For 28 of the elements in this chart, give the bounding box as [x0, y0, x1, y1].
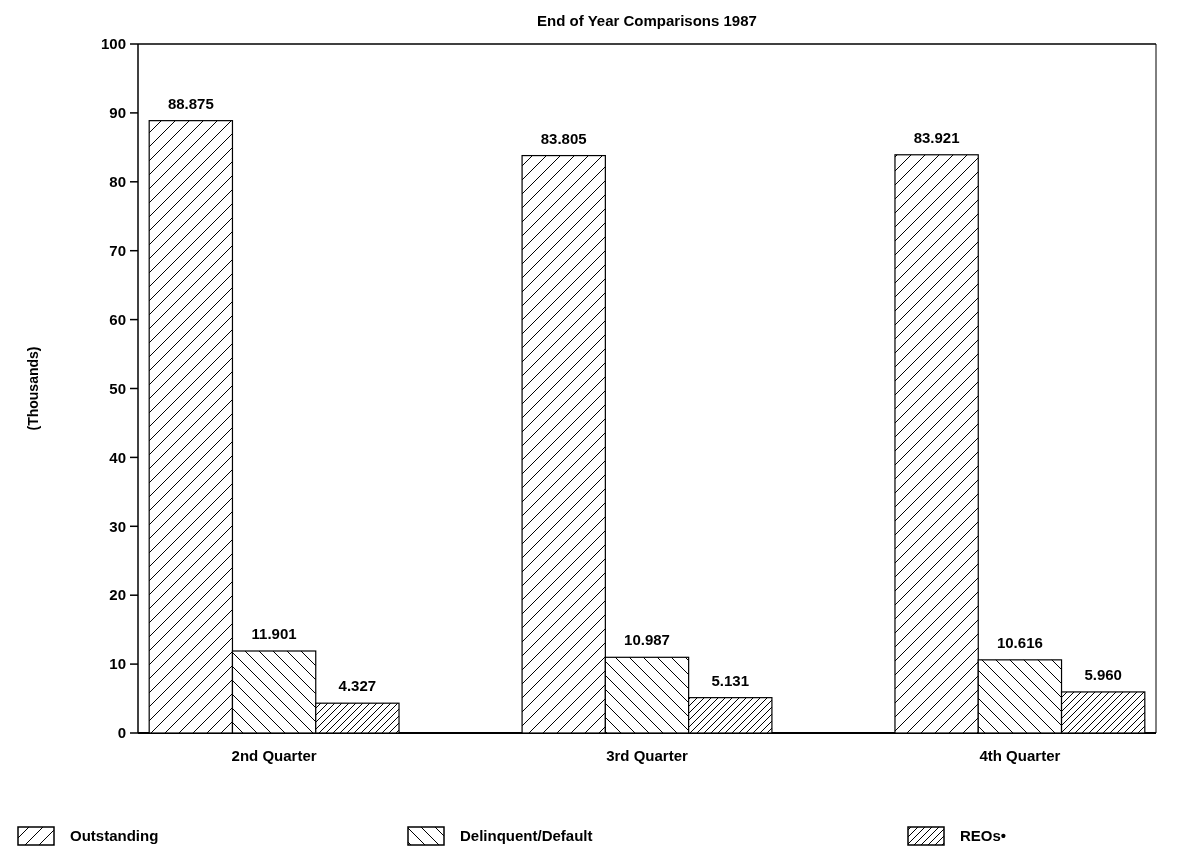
y-tick-label: 90: [109, 104, 126, 122]
y-tick-label: 60: [109, 310, 126, 328]
legend-label: REOs•: [960, 827, 1007, 845]
data-label: 11.901: [251, 625, 297, 642]
y-tick-label: 30: [109, 517, 126, 535]
y-tick-label: 40: [109, 448, 126, 466]
y-tick-label: 50: [109, 379, 126, 397]
legend-label: Outstanding: [70, 827, 159, 845]
y-tick-label: 70: [109, 241, 126, 259]
y-tick-label: 10: [109, 655, 126, 673]
data-label: 88.875: [167, 94, 214, 112]
data-label: 5.131: [711, 671, 750, 689]
chart-title: End of Year Comparisons 1987: [537, 12, 757, 29]
legend-label: Delinquent/Default: [460, 827, 593, 845]
y-tick-label: 100: [100, 35, 126, 53]
data-label: 5.960: [1084, 665, 1122, 683]
y-tick-label: 0: [117, 724, 126, 742]
y-tick-label: 20: [109, 586, 126, 604]
data-label: 10.987: [624, 631, 670, 649]
x-tick-label: 2nd Quarter: [231, 747, 317, 764]
x-tick-label: 4th Quarter: [979, 747, 1061, 764]
x-tick-label: 3rd Quarter: [606, 747, 689, 764]
y-tick-label: 80: [109, 173, 126, 191]
data-label: 83.805: [540, 129, 587, 147]
data-label: 4.327: [338, 677, 377, 695]
y-axis-title: (Thousands): [25, 346, 41, 431]
data-label: 10.616: [996, 633, 1043, 651]
data-label: 83.921: [913, 128, 960, 146]
